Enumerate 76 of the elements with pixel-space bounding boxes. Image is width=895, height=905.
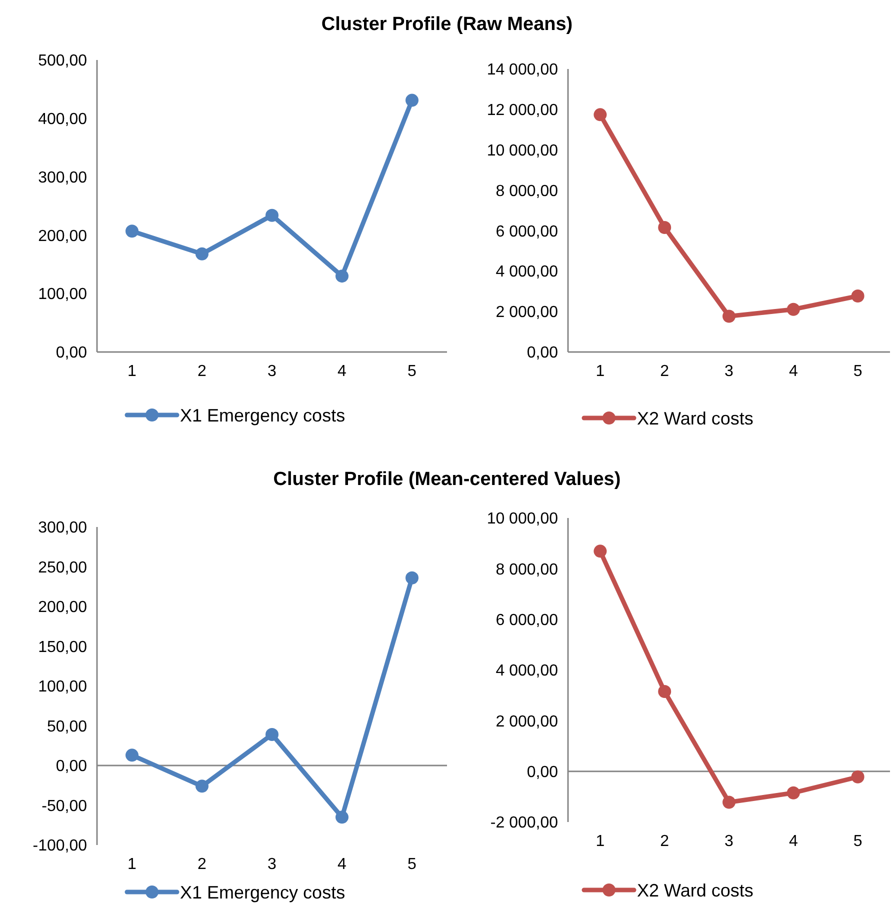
x-tick-label: 2 (660, 833, 670, 850)
x-tick-label: 5 (853, 363, 862, 380)
point (851, 770, 864, 784)
legend-label: X1 Emergency costs (180, 882, 346, 902)
point (126, 748, 138, 762)
x-tick-label: 3 (724, 833, 734, 850)
y-tick-label: 200,00 (38, 228, 88, 245)
y-tick-label: 300,00 (38, 520, 88, 537)
point (786, 786, 800, 800)
y-tick-label: 150,00 (38, 638, 88, 656)
y-tick-label: 400,00 (38, 111, 88, 128)
x-tick-label: 5 (408, 856, 417, 873)
x-tick-label: 4 (338, 856, 347, 873)
y-tick-label: 50,00 (46, 718, 88, 736)
y-tick-label: 0,00 (526, 764, 558, 781)
x-tick-label: 2 (660, 363, 670, 380)
x-tick-label: 3 (268, 856, 277, 873)
x-tick-label: 5 (853, 833, 862, 850)
y-tick-label: 10 000,00 (486, 142, 558, 160)
y-tick-label: 100,00 (38, 678, 88, 696)
chart-title: Cluster Profile (Mean-centered Values) (273, 469, 621, 490)
point (196, 780, 208, 793)
point (594, 544, 607, 558)
point (126, 224, 138, 238)
legend-label: X2 Ward costs (637, 880, 754, 900)
y-tick-label: 0,00 (526, 344, 558, 362)
legend-label: X1 Emergency costs (180, 405, 346, 426)
y-tick-label: 200,00 (38, 599, 88, 616)
y-tick-label: 4 000,00 (496, 264, 558, 281)
y-tick-label: 6 000,00 (496, 223, 558, 240)
x-tick-label: 4 (788, 363, 798, 380)
y-tick-label: 100,00 (38, 286, 88, 304)
legend-label: X2 Ward costs (637, 408, 754, 428)
point (658, 220, 672, 234)
point (594, 108, 607, 122)
x-tick-label: 2 (198, 856, 207, 873)
y-tick-label: 250,00 (38, 559, 88, 576)
x-tick-label: 1 (596, 833, 605, 850)
chart-title: Cluster Profile (Raw Means) (321, 14, 573, 35)
y-tick-label: 0,00 (56, 344, 88, 362)
y-tick-label: 0,00 (56, 758, 88, 776)
x-tick-label: 3 (268, 363, 277, 380)
y-tick-label: 500,00 (38, 52, 88, 70)
y-tick-label: -2 000,00 (490, 814, 558, 832)
y-tick-label: 8 000,00 (496, 182, 558, 200)
y-tick-label: 300,00 (38, 169, 88, 186)
x-tick-label: 1 (596, 363, 605, 380)
point (196, 247, 208, 260)
point (406, 94, 418, 107)
y-tick-label: 12 000,00 (486, 102, 558, 120)
y-tick-label: 4 000,00 (496, 662, 558, 680)
point (722, 310, 736, 323)
y-tick-label: -100,00 (32, 838, 88, 855)
point (722, 796, 736, 809)
y-tick-label: 2 000,00 (496, 304, 558, 322)
x-tick-label: 2 (198, 363, 207, 380)
point (336, 810, 348, 824)
x-tick-label: 4 (788, 833, 798, 850)
y-tick-label: 14 000,00 (486, 62, 558, 79)
x-tick-label: 4 (338, 363, 347, 380)
y-tick-label: 8 000,00 (496, 561, 558, 578)
x-tick-label: 1 (128, 363, 137, 380)
y-tick-label: 2 000,00 (496, 713, 558, 730)
y-tick-label: 10 000,00 (486, 510, 558, 528)
point (851, 290, 864, 303)
x-tick-label: 1 (128, 856, 137, 873)
point (406, 571, 418, 584)
point (336, 270, 348, 283)
point (266, 208, 278, 222)
y-tick-label: -50,00 (42, 798, 88, 815)
y-tick-label: 6 000,00 (496, 612, 558, 629)
point (658, 685, 672, 698)
point (266, 728, 278, 741)
point (786, 302, 800, 316)
x-tick-label: 3 (724, 363, 734, 380)
x-tick-label: 5 (408, 363, 417, 380)
